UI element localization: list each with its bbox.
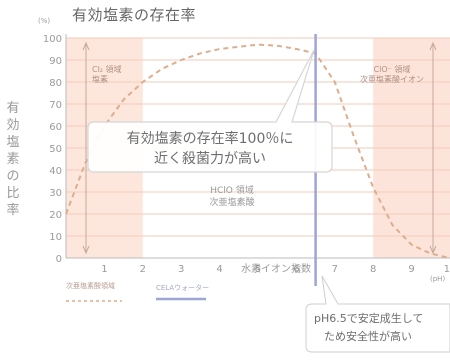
bottom-callout-line-2: ため安全性が高い [324, 329, 412, 343]
bottom-callout-line-1: pH6.5で安定成生して [314, 311, 423, 325]
x-tick-label: 7 [332, 264, 338, 275]
x-tick-label: 5 [255, 264, 261, 275]
series-layer [65, 43, 450, 259]
region-left-title: Cl₂ 領域 [92, 64, 122, 74]
y-tick-label: 70 [49, 100, 62, 111]
x-unit: (pH) [430, 275, 445, 283]
y-tick-label: 80 [49, 78, 62, 89]
x-tick-label: 9 [408, 264, 414, 275]
x-tick-labels: 1 2 3 4 5 6 7 8 9 10 [101, 264, 450, 275]
x-tick-label: 10 [444, 264, 450, 275]
y-tick-labels: 0 10 20 30 40 50 60 70 80 90 100 [43, 34, 62, 265]
x-tick-label: 8 [370, 264, 376, 275]
region-middle-title: HClO 領域 [210, 184, 254, 196]
x-tick-label: 6 [293, 264, 299, 275]
y-tick-label: 10 [49, 232, 62, 243]
y-tick-label: 30 [49, 188, 62, 199]
y-unit: (%) [38, 17, 50, 25]
x-tick-label: 3 [178, 264, 184, 275]
legend-line-label: CELAウォーター [156, 283, 209, 292]
left-arrow-head-top [82, 41, 90, 51]
axes: (%) (pH) 水素イオン指数 [38, 17, 450, 283]
y-tick-label: 40 [49, 166, 62, 177]
bottom-callout-bubble [305, 275, 450, 353]
x-axis-label: 水素イオン指数 [241, 262, 311, 275]
region-right-sub: 次亜塩素酸イオン [360, 74, 424, 84]
x-tick-label: 4 [216, 264, 222, 275]
right-arrow-head-top [429, 41, 437, 51]
callout-bubble [87, 49, 333, 173]
callout-line-2: 近く殺菌力が高い [154, 150, 266, 167]
legend-dashed-label: 次亜塩素酸領域 [66, 281, 115, 290]
y-tick-label: 90 [49, 56, 62, 67]
y-tick-label: 0 [56, 254, 62, 265]
callout-line-1: 有効塩素の存在率100％に [127, 130, 294, 147]
x-tick-label: 2 [140, 264, 146, 275]
y-axis-label: 有効塩素の比率 [6, 101, 20, 218]
y-tick-label: 50 [49, 144, 62, 155]
left-arrow-head-bottom [82, 245, 90, 255]
y-tick-label: 100 [43, 34, 62, 45]
region-middle-sub: 次亜塩素酸 [209, 196, 254, 208]
region-left-sub: 塩素 [92, 74, 108, 84]
y-tick-label: 20 [49, 210, 62, 221]
series-line-HClO [65, 43, 450, 259]
right-arrow-head-bottom [429, 245, 437, 255]
x-tick-label: 1 [101, 264, 107, 275]
y-tick-label: 60 [49, 122, 62, 133]
region-right-title: ClO⁻ 領域 [374, 64, 411, 74]
chart-title: 有効塩素の存在率 [72, 6, 197, 24]
